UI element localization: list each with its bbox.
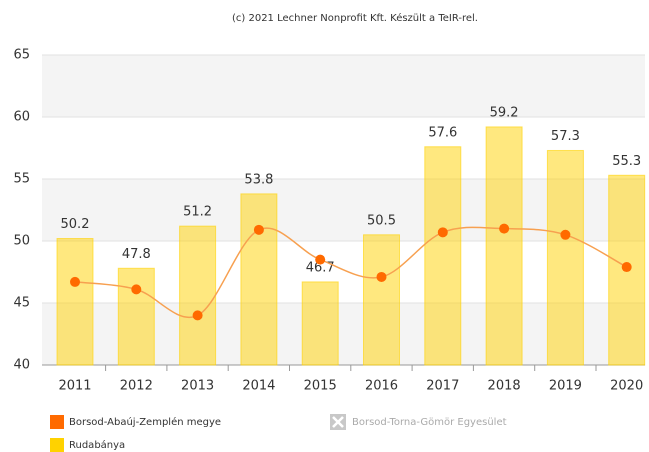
y-tick-label: 40 <box>13 358 30 373</box>
bar <box>56 238 94 366</box>
marker <box>560 229 571 240</box>
credit: (c) 2021 Lechner Nonprofit Kft. Készült … <box>232 12 478 24</box>
x-tick-label: 2017 <box>426 379 459 394</box>
x-tick-label: 2019 <box>549 379 582 394</box>
legend-x <box>332 416 344 428</box>
line <box>74 226 628 319</box>
x-tick-label: 2013 <box>181 379 214 394</box>
legend-swatch <box>50 415 64 429</box>
data-label: 47.8 <box>122 247 151 262</box>
y-tick-label: 65 <box>13 48 30 63</box>
data-label: 53.8 <box>244 172 273 187</box>
bar <box>363 234 400 366</box>
data-label: 51.2 <box>183 205 212 220</box>
legend-label: Rudabánya <box>69 439 125 451</box>
marker <box>192 310 203 321</box>
marker <box>253 224 264 235</box>
marker <box>131 284 142 295</box>
marker <box>70 276 80 287</box>
plot-band <box>42 55 645 117</box>
x-tick-label: 2018 <box>488 379 521 394</box>
y-tick-label: 60 <box>13 110 30 125</box>
data-label: 57.6 <box>428 125 457 140</box>
bar <box>117 267 155 366</box>
legend-label: Borsod-Abaúj-Zemplén megye <box>69 416 221 428</box>
marker <box>499 223 510 234</box>
marker <box>376 271 387 282</box>
bar <box>424 146 462 366</box>
x-tick-label: 2011 <box>58 379 91 394</box>
x-tick-label: 2016 <box>365 379 398 394</box>
y-tick-label: 50 <box>13 234 30 249</box>
bar <box>546 149 584 366</box>
data-label: 50.2 <box>61 217 90 232</box>
data-label: 59.2 <box>490 105 519 120</box>
x-tick-label: 2020 <box>610 379 643 394</box>
bar <box>179 225 217 366</box>
x-tick-label: 2014 <box>242 379 275 394</box>
marker <box>437 227 448 238</box>
data-label: 57.3 <box>551 129 580 144</box>
x-tick-label: 2015 <box>304 379 337 394</box>
bar <box>485 126 523 366</box>
bar <box>301 281 339 366</box>
y-tick-label: 45 <box>13 296 30 311</box>
bar <box>240 193 278 366</box>
x-tick-label: 2012 <box>120 379 153 394</box>
data-label: 50.5 <box>367 213 396 228</box>
legend-swatch <box>50 438 64 452</box>
legend-label: Borsod-Torna-Gömör Egyesület <box>352 417 507 428</box>
y-tick-label: 55 <box>13 172 30 187</box>
data-label: 46.7 <box>306 260 335 275</box>
marker <box>315 254 326 265</box>
marker <box>621 262 632 273</box>
data-label: 55.3 <box>612 154 641 169</box>
